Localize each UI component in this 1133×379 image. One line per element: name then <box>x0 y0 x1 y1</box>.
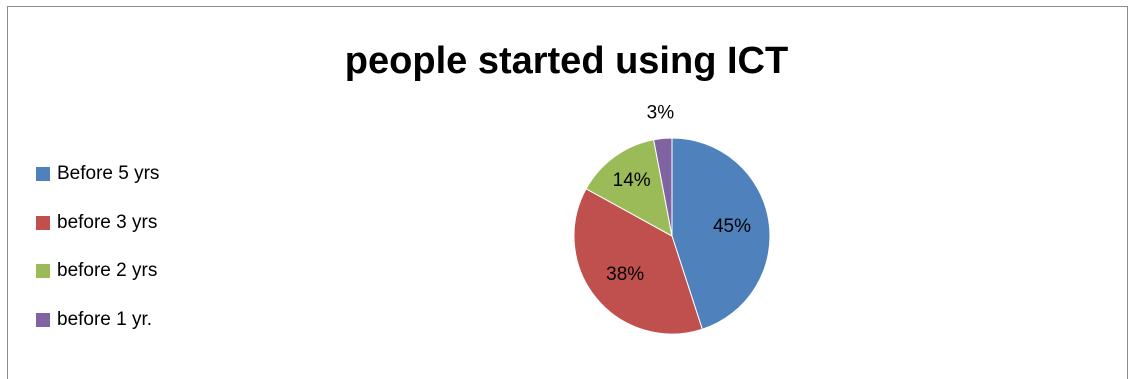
slice-data-label: 38% <box>606 264 644 285</box>
chart-area <box>7 6 1128 379</box>
legend: Before 5 yrs before 3 yrs before 2 yrs b… <box>36 150 159 344</box>
legend-label: before 2 yrs <box>57 260 158 282</box>
legend-item-before-2-yrs: before 2 yrs <box>36 247 159 296</box>
legend-item-before-5-yrs: Before 5 yrs <box>36 150 159 199</box>
legend-label: before 1 yr. <box>57 308 153 330</box>
legend-item-before-1-yr: before 1 yr. <box>36 296 159 345</box>
pie-slice <box>671 137 771 330</box>
legend-label: before 3 yrs <box>57 211 158 233</box>
slice-data-label: 3% <box>647 103 675 124</box>
pie-slice <box>585 139 673 237</box>
slice-data-label: 14% <box>613 170 651 191</box>
legend-item-before-3-yrs: before 3 yrs <box>36 199 159 248</box>
chart-title: people started using ICT <box>344 40 789 82</box>
legend-label: Before 5 yrs <box>57 163 160 185</box>
legend-swatch <box>36 215 50 230</box>
legend-swatch <box>36 167 50 182</box>
legend-swatch <box>36 312 50 327</box>
pie-slice <box>573 188 703 335</box>
legend-swatch <box>36 264 50 279</box>
slice-data-label: 45% <box>713 216 751 237</box>
pie-slice <box>653 137 673 237</box>
